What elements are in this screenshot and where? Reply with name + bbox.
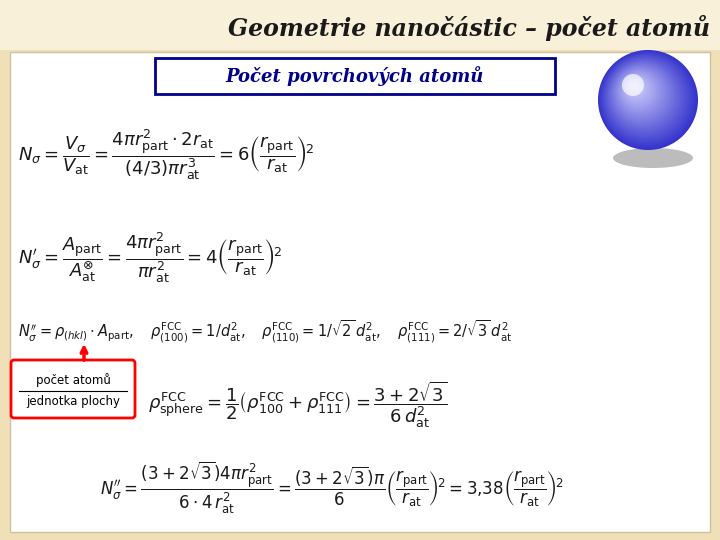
Circle shape <box>616 68 665 117</box>
Circle shape <box>625 77 648 100</box>
Bar <box>0 0 720 50</box>
Circle shape <box>606 58 684 136</box>
Circle shape <box>605 57 685 137</box>
Circle shape <box>629 82 639 91</box>
Circle shape <box>601 53 693 145</box>
Circle shape <box>620 72 657 109</box>
Circle shape <box>624 76 650 103</box>
Circle shape <box>611 63 673 125</box>
Circle shape <box>608 60 680 132</box>
Circle shape <box>623 75 652 105</box>
Circle shape <box>618 70 661 113</box>
Circle shape <box>613 65 671 123</box>
Circle shape <box>611 62 675 127</box>
Circle shape <box>603 55 689 141</box>
Circle shape <box>619 71 659 111</box>
Circle shape <box>610 62 676 129</box>
Text: $N_\sigma'' = \dfrac{\left(3+2\sqrt{3}\right)4\pi r_{\rm part}^2}{6 \cdot 4\,r_{: $N_\sigma'' = \dfrac{\left(3+2\sqrt{3}\r… <box>100 460 564 516</box>
Circle shape <box>607 59 682 134</box>
Circle shape <box>630 82 639 90</box>
FancyBboxPatch shape <box>155 58 555 94</box>
Circle shape <box>608 60 678 131</box>
Circle shape <box>618 70 660 112</box>
Text: $N_\sigma' = \dfrac{A_{\rm part}}{A_{\rm at}^{\otimes}} = \dfrac{4\pi r_{\rm par: $N_\sigma' = \dfrac{A_{\rm part}}{A_{\rm… <box>18 231 282 285</box>
Circle shape <box>609 61 678 130</box>
Circle shape <box>600 52 695 147</box>
Circle shape <box>623 75 652 104</box>
Circle shape <box>628 80 643 94</box>
Text: jednotka plochy: jednotka plochy <box>26 395 120 408</box>
Bar <box>10 52 710 532</box>
Circle shape <box>611 63 674 126</box>
Circle shape <box>604 56 686 138</box>
Circle shape <box>626 79 645 97</box>
Circle shape <box>616 68 665 118</box>
Text: $\rho_{\rm sphere}^{\rm FCC} = \dfrac{1}{2}\left(\rho_{100}^{\rm FCC} + \rho_{11: $\rho_{\rm sphere}^{\rm FCC} = \dfrac{1}… <box>148 380 447 430</box>
Text: počet atomů: počet atomů <box>35 373 110 387</box>
Circle shape <box>626 78 646 98</box>
Circle shape <box>617 69 662 114</box>
FancyBboxPatch shape <box>11 360 135 418</box>
Circle shape <box>622 74 644 96</box>
Circle shape <box>626 77 647 99</box>
Circle shape <box>620 72 658 110</box>
Circle shape <box>632 84 635 87</box>
Circle shape <box>621 73 656 108</box>
Circle shape <box>604 56 687 139</box>
Circle shape <box>629 81 641 92</box>
Circle shape <box>612 64 672 124</box>
Circle shape <box>627 79 644 96</box>
Circle shape <box>603 55 688 140</box>
Text: Geometrie nanočástic – počet atomů: Geometrie nanočástic – počet atomů <box>228 15 710 41</box>
Circle shape <box>600 52 693 146</box>
Circle shape <box>615 67 667 119</box>
Text: Počet povrchových atomů: Počet povrchových atomů <box>226 66 484 86</box>
Circle shape <box>632 84 634 86</box>
Circle shape <box>614 66 667 120</box>
Circle shape <box>631 83 637 89</box>
Circle shape <box>613 66 669 121</box>
Circle shape <box>608 59 680 133</box>
Circle shape <box>602 54 690 143</box>
Circle shape <box>598 51 697 149</box>
Circle shape <box>622 74 654 106</box>
Circle shape <box>599 51 696 148</box>
Circle shape <box>631 83 636 88</box>
Ellipse shape <box>613 148 693 168</box>
Circle shape <box>616 69 663 116</box>
Circle shape <box>629 80 642 93</box>
Circle shape <box>601 53 691 144</box>
Circle shape <box>624 76 649 102</box>
Text: $N_\sigma'' = \rho_{(hkl)} \cdot A_{\rm part},\quad \rho_{(100)}^{\rm FCC} = 1/d: $N_\sigma'' = \rho_{(hkl)} \cdot A_{\rm … <box>18 319 513 345</box>
Text: $N_\sigma = \dfrac{V_\sigma}{V_{\rm at}} = \dfrac{4\pi r_{\rm part}^2 \cdot 2r_{: $N_\sigma = \dfrac{V_\sigma}{V_{\rm at}}… <box>18 127 314 183</box>
Circle shape <box>621 73 654 107</box>
Circle shape <box>613 65 670 122</box>
Circle shape <box>606 58 683 135</box>
Circle shape <box>598 50 698 150</box>
